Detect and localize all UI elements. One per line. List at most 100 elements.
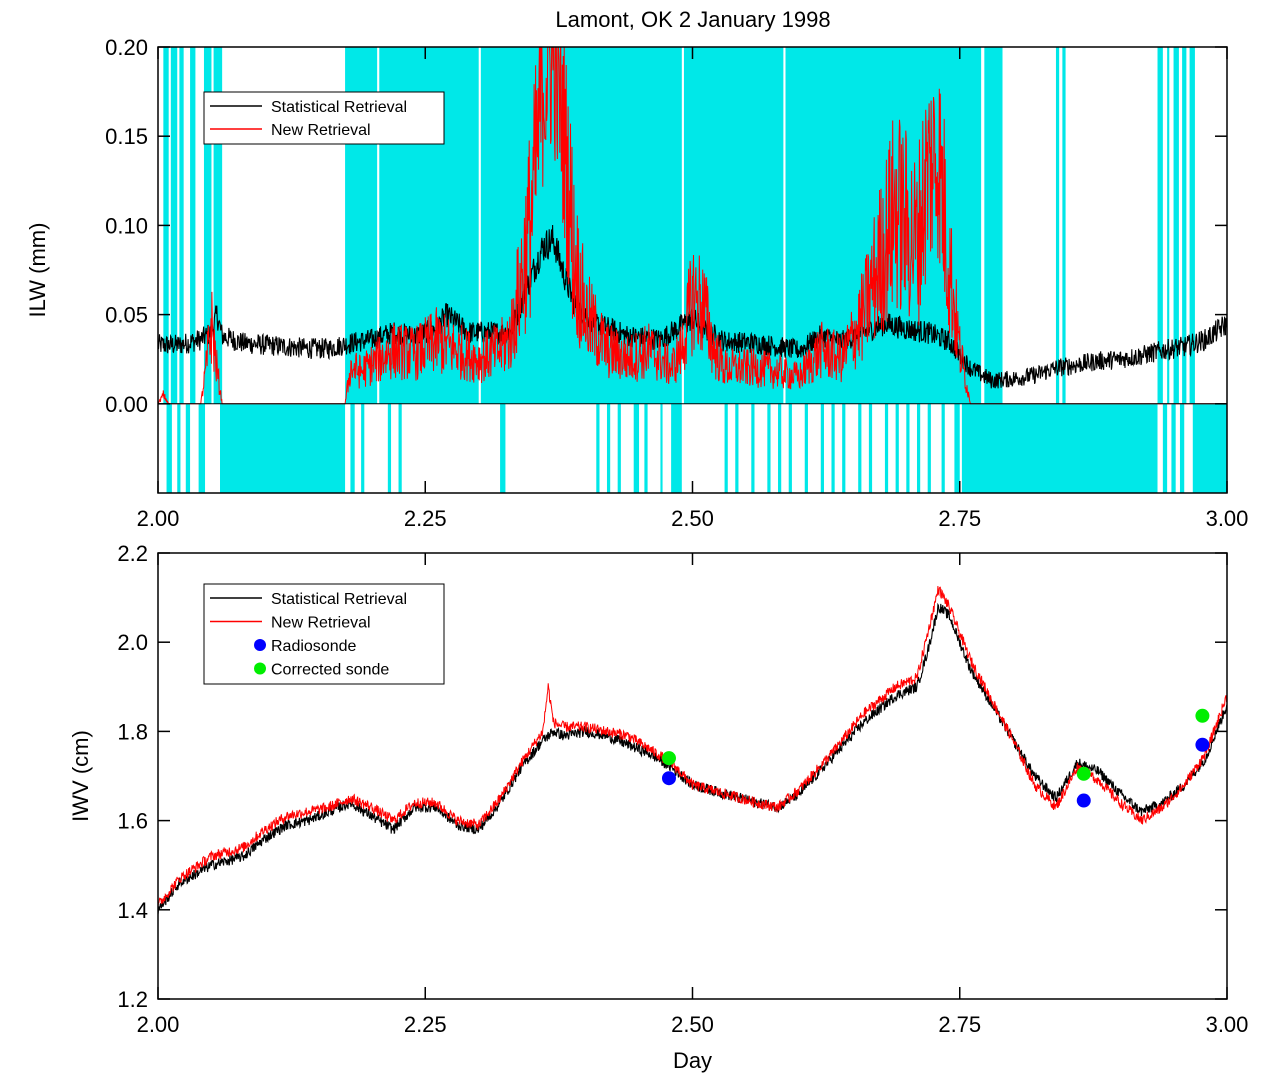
cloud-band-lower-30 xyxy=(895,403,899,493)
cloud-band-lower-27 xyxy=(858,403,862,493)
cloud-band-lower-24 xyxy=(820,403,824,493)
y-tick-label: 0.15 xyxy=(105,124,148,149)
legend-label: Radiosonde xyxy=(271,638,357,655)
legend-label: Corrected sonde xyxy=(271,662,389,679)
cloud-band-lower-35 xyxy=(954,403,960,493)
legend-box xyxy=(203,583,445,685)
cloud-band-lower-23 xyxy=(804,403,808,493)
cloud-band-lower-16 xyxy=(671,403,682,493)
cloud-band-upper-11 xyxy=(984,47,1003,404)
ilw-ticks: 2.00 2.25 2.50 2.75 3.00 0.00 0.05 0.10 0.15 0.20 xyxy=(105,35,1248,531)
chart-title: Lamont, OK 2 January 1998 xyxy=(555,7,830,32)
iwv-ticks: 2.00 2.25 2.50 2.75 3.00 1.2 1.4 1.6 1.8 2.0 2.2 xyxy=(117,541,1248,1037)
cloud-band-lower-29 xyxy=(884,403,889,493)
cloud-band-upper-5 xyxy=(213,47,223,404)
cloud-band-lower-7 xyxy=(387,403,392,493)
y-tick-label: 0.05 xyxy=(105,303,148,328)
corrected-sonde-point-0 xyxy=(661,751,676,766)
cloud-band-lower-14 xyxy=(644,403,648,493)
iwv-series xyxy=(157,585,1228,915)
cloud-band-upper-17 xyxy=(1182,47,1187,404)
cloud-band-lower-39 xyxy=(1179,403,1185,493)
y-tick-label: 0.10 xyxy=(105,213,148,238)
y-tick-label: 0.20 xyxy=(105,35,148,60)
cloud-band-upper-1 xyxy=(170,47,178,404)
y-tick-label: 2.2 xyxy=(117,541,148,566)
cloud-band-lower-32 xyxy=(916,403,921,493)
y-tick-label: 1.4 xyxy=(117,898,148,923)
cloud-band-upper-12 xyxy=(1055,47,1060,404)
cloud-band-lower-15 xyxy=(660,403,663,493)
cloud-band-lower-9 xyxy=(500,403,506,493)
cloud-band-lower-26 xyxy=(842,403,846,493)
cloud-band-upper-4 xyxy=(203,47,212,404)
cloud-band-lower-34 xyxy=(941,403,945,493)
x-tick-label: 2.75 xyxy=(938,506,981,531)
y-tick-label: 2.0 xyxy=(117,630,148,655)
cloud-band-lower-37 xyxy=(1162,403,1168,493)
legend-label: Statistical Retrieval xyxy=(271,591,407,608)
iwv-panel: 2.00 2.25 2.50 2.75 3.00 1.2 1.4 1.6 1.8 2.0 2.2 I… xyxy=(68,541,1248,1073)
cloud-band-lower-21 xyxy=(778,403,782,493)
x-tick-label: 2.75 xyxy=(938,1012,981,1037)
iwv-sonde-markers xyxy=(661,708,1210,808)
new-retrieval-line xyxy=(157,585,1228,908)
cloud-band-lower-3 xyxy=(198,403,206,493)
ilw-y-axis-label: ILW (mm) xyxy=(25,223,50,318)
x-tick-label: 2.25 xyxy=(404,1012,447,1037)
cloud-band-lower-25 xyxy=(831,403,835,493)
cloud-band-lower-2 xyxy=(185,403,191,493)
cloud-band-upper-3 xyxy=(190,47,196,404)
x-tick-label: 2.50 xyxy=(671,1012,714,1037)
cloud-band-lower-17 xyxy=(724,403,728,493)
ilw-panel: 2.00 2.25 2.50 2.75 3.00 0.00 0.05 0.10 0.15 0.20… xyxy=(25,35,1248,531)
y-tick-label: 0.00 xyxy=(105,392,148,417)
legend-label: Statistical Retrieval xyxy=(271,99,407,116)
y-tick-label: 1.6 xyxy=(117,809,148,834)
cloud-band-lower-31 xyxy=(906,403,910,493)
cloud-band-lower-36 xyxy=(961,403,1158,493)
cloud-band-lower-20 xyxy=(767,403,771,493)
legend-label: New Retrieval xyxy=(271,122,371,139)
cloud-band-lower-5 xyxy=(350,403,355,493)
cloud-band-upper-2 xyxy=(179,47,184,404)
cloud-band-lower-22 xyxy=(788,403,792,493)
cloud-band-lower-13 xyxy=(633,403,640,493)
cloud-band-lower-28 xyxy=(868,403,873,493)
x-tick-label: 3.00 xyxy=(1206,1012,1249,1037)
cloud-band-lower-0 xyxy=(166,403,172,493)
cloud-band-lower-6 xyxy=(361,403,365,493)
cloud-band-upper-13 xyxy=(1062,47,1066,404)
cloud-band-lower-40 xyxy=(1192,403,1227,493)
cloud-band-lower-33 xyxy=(927,403,931,493)
x-tick-label: 2.00 xyxy=(137,1012,180,1037)
x-tick-label: 2.50 xyxy=(671,506,714,531)
cloud-band-lower-11 xyxy=(606,403,611,493)
y-tick-label: 1.8 xyxy=(117,719,148,744)
x-tick-label: 2.00 xyxy=(137,506,180,531)
cloud-band-lower-10 xyxy=(596,403,600,493)
cloud-band-upper-18 xyxy=(1189,47,1195,404)
legend-marker-3 xyxy=(254,662,266,675)
cloud-band-lower-1 xyxy=(177,403,181,493)
y-tick-label: 1.2 xyxy=(117,987,148,1012)
cloud-band-lower-12 xyxy=(617,403,621,493)
legend-marker-2 xyxy=(254,639,266,651)
cloud-band-upper-16 xyxy=(1173,47,1179,404)
cloud-band-lower-38 xyxy=(1171,403,1176,493)
legend-box xyxy=(203,91,445,145)
cloud-band-lower-19 xyxy=(751,403,755,493)
corrected-sonde-point-2 xyxy=(1195,708,1210,723)
x-tick-label: 3.00 xyxy=(1206,506,1249,531)
iwv-x-axis-label: Day xyxy=(673,1048,712,1073)
radiosonde-point-2 xyxy=(1195,737,1210,752)
cloud-band-upper-14 xyxy=(1157,47,1163,404)
cloud-band-lower-4 xyxy=(220,403,346,493)
iwv-legend: Statistical Retrieval New Retrieval Radios… xyxy=(203,583,445,685)
cloud-band-lower-8 xyxy=(398,403,402,493)
ilw-legend: Statistical Retrieval New Retrieval xyxy=(203,91,445,145)
legend-label: New Retrieval xyxy=(271,615,371,632)
radiosonde-point-1 xyxy=(1076,793,1091,808)
corrected-sonde-point-1 xyxy=(1076,766,1091,781)
